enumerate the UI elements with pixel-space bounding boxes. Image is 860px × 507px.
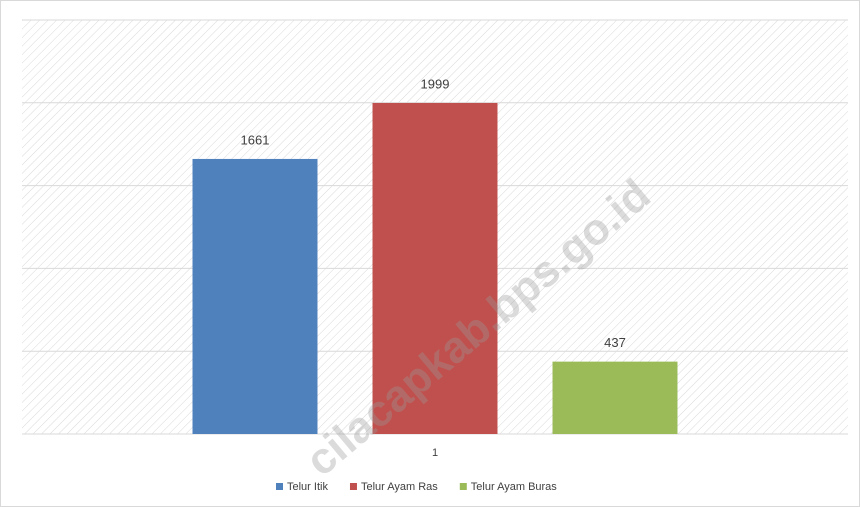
legend-swatch [349,483,357,490]
data-label: 1999 [421,76,450,91]
bar [372,102,498,434]
bar [192,158,318,434]
legend-swatch [276,483,283,490]
legend-swatch [459,483,467,490]
data-label: 1661 [241,132,270,147]
legend-label: Telur Ayam Ras [361,481,438,493]
x-tick-label: 1 [432,447,438,459]
bar [552,361,678,434]
data-label: 437 [604,335,626,350]
legend-label: Telur Ayam Buras [471,481,558,493]
legend-label: Telur Itik [287,481,328,493]
